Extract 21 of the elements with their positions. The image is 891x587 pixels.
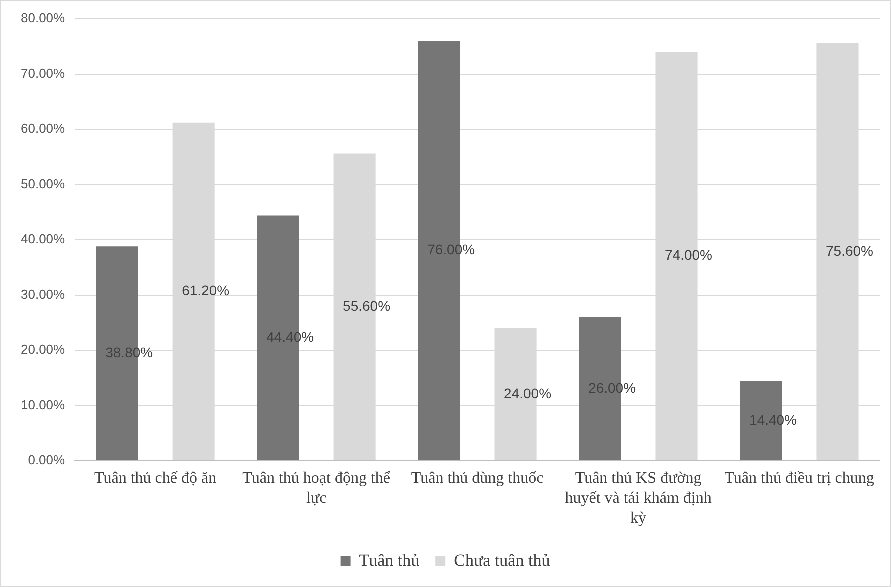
y-tick-label: 50.00% <box>20 176 66 192</box>
data-label: 61.20% <box>182 282 230 299</box>
y-tick-label: 20.00% <box>20 342 66 358</box>
y-tick-label: 30.00% <box>20 286 66 302</box>
data-label: 75.60% <box>826 242 874 259</box>
legend-label: Tuân thủ <box>359 550 420 570</box>
x-tick-label: Tuân thủ hoạt động thể lực <box>242 470 392 508</box>
y-tick-label: 40.00% <box>20 232 66 247</box>
x-tick-label: Tuân thủ điều trị chung <box>724 470 874 488</box>
x-tick-label: Tuân thủ chế độ ăn <box>94 470 217 488</box>
x-tick-label: Tuân thủ KS đường huyết và tái khám định kỳ <box>565 470 712 528</box>
y-tick-label: 60.00% <box>20 121 66 136</box>
data-label: 74.00% <box>665 247 713 264</box>
x-tick-label: Tuân thủ dùng thuốc <box>411 470 544 488</box>
data-label: 55.60% <box>343 298 391 314</box>
data-label: 24.00% <box>504 385 552 402</box>
y-tick-label: 80.00% <box>20 10 66 26</box>
y-tick-label: 10.00% <box>20 397 66 412</box>
legend-label: Chưa tuân thủ <box>454 550 551 570</box>
y-tick-label: 0.00% <box>28 452 66 468</box>
y-tick-label: 70.00% <box>20 66 66 81</box>
